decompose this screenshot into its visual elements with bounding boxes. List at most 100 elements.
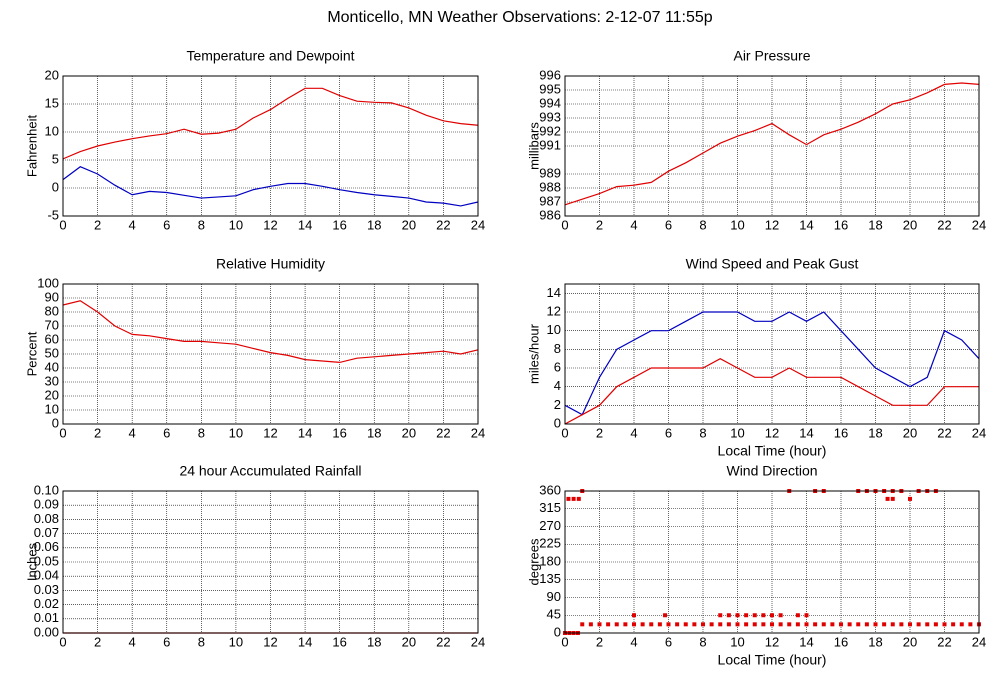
x-tick-label: 8	[699, 634, 706, 649]
x-tick-label: 18	[868, 217, 882, 232]
data-line	[564, 357, 979, 425]
y-tick-label: 991	[539, 137, 561, 152]
x-axis-label: Local Time (hour)	[718, 652, 827, 668]
y-tick-label: 989	[539, 165, 561, 180]
x-tick-label: 16	[834, 634, 848, 649]
x-tick-label: 2	[94, 217, 101, 232]
y-tick-label: 315	[539, 500, 561, 515]
data-point	[744, 613, 749, 618]
data-point	[795, 622, 800, 627]
x-tick-label: 10	[730, 425, 744, 440]
x-tick-label: 6	[665, 425, 672, 440]
y-tick-label: 995	[539, 81, 561, 96]
y-tick-label: 10	[45, 401, 59, 416]
y-axis-label: Fahrenheit	[24, 115, 39, 178]
x-tick-label: 12	[765, 217, 779, 232]
plot-frame	[564, 75, 980, 217]
data-point	[675, 622, 680, 627]
chart-title: Wind Speed and Peak Gust	[686, 256, 859, 272]
data-point	[864, 622, 869, 627]
data-point	[856, 622, 861, 627]
y-axis-label: miles/hour	[526, 323, 541, 384]
x-tick-label: 24	[972, 425, 986, 440]
y-axis-label: degrees	[526, 538, 541, 585]
x-tick-label: 14	[799, 217, 813, 232]
y-tick-label: 90	[45, 289, 59, 304]
x-tick-label: 14	[799, 425, 813, 440]
x-tick-label: 10	[730, 217, 744, 232]
data-line	[62, 87, 479, 160]
data-point	[606, 622, 611, 627]
x-tick-label: 2	[94, 634, 101, 649]
x-tick-label: 14	[799, 634, 813, 649]
y-tick-label: 994	[539, 95, 561, 110]
x-tick-label: 22	[937, 217, 951, 232]
chart-title: Wind Direction	[726, 463, 817, 479]
x-tick-label: 10	[229, 634, 243, 649]
y-tick-label: 0.00	[34, 624, 59, 639]
data-line	[564, 82, 980, 206]
x-tick-label: 8	[198, 217, 205, 232]
x-tick-label: 20	[903, 217, 917, 232]
x-tick-label: 0	[59, 217, 66, 232]
data-point	[804, 613, 809, 618]
data-point	[566, 496, 571, 501]
y-tick-label: 8	[554, 341, 561, 356]
y-tick-label: 90	[547, 589, 561, 604]
data-point	[735, 622, 740, 627]
y-tick-label: 2	[554, 397, 561, 412]
x-tick-label: 12	[263, 425, 277, 440]
x-tick-label: 4	[129, 425, 136, 440]
data-point	[580, 622, 585, 627]
data-point	[770, 622, 774, 627]
x-tick-label: 2	[596, 634, 603, 649]
x-tick-label: 12	[765, 634, 779, 649]
x-tick-label: 12	[263, 634, 277, 649]
y-tick-label: 20	[45, 387, 59, 402]
x-tick-label: 10	[229, 217, 243, 232]
chart-title: Relative Humidity	[216, 256, 325, 272]
y-tick-label: 225	[539, 536, 561, 551]
x-tick-label: 24	[972, 634, 986, 649]
y-tick-label: 993	[539, 109, 561, 124]
x-tick-label: 10	[229, 425, 243, 440]
y-tick-label: 0.07	[34, 525, 59, 540]
x-tick-label: 18	[367, 634, 381, 649]
data-point	[571, 496, 576, 501]
data-line	[62, 166, 479, 207]
x-tick-label: 0	[59, 425, 66, 440]
data-point	[744, 622, 749, 627]
x-tick-label: 0	[561, 217, 568, 232]
y-tick-label: 45	[547, 607, 561, 622]
x-tick-label: 18	[367, 425, 381, 440]
y-tick-label: 40	[45, 359, 59, 374]
plot-frame	[62, 283, 479, 425]
data-point	[959, 622, 964, 627]
y-tick-label: 0.05	[34, 553, 59, 568]
plot-frame	[564, 490, 980, 634]
data-point	[588, 622, 593, 627]
x-axis-label: Local Time (hour)	[718, 443, 827, 459]
x-tick-label: 2	[94, 425, 101, 440]
y-tick-label: 0.09	[34, 497, 59, 512]
x-tick-label: 18	[868, 634, 882, 649]
chart-title: Temperature and Dewpoint	[186, 48, 354, 64]
y-tick-label: 5	[52, 151, 59, 166]
x-tick-label: 4	[129, 634, 136, 649]
data-point	[701, 622, 705, 627]
data-point	[726, 613, 731, 618]
data-point	[787, 622, 792, 627]
y-tick-label: 180	[539, 553, 561, 568]
data-point	[614, 622, 619, 627]
data-point	[908, 496, 912, 501]
data-point	[916, 622, 921, 627]
x-tick-label: 24	[471, 217, 485, 232]
x-tick-label: 8	[198, 425, 205, 440]
data-point	[942, 622, 947, 627]
x-tick-label: 20	[402, 634, 416, 649]
data-point	[657, 622, 662, 627]
data-point	[726, 622, 731, 627]
y-axis-label: Inches	[24, 542, 39, 581]
y-tick-label: 15	[45, 95, 59, 110]
data-point	[692, 622, 697, 627]
